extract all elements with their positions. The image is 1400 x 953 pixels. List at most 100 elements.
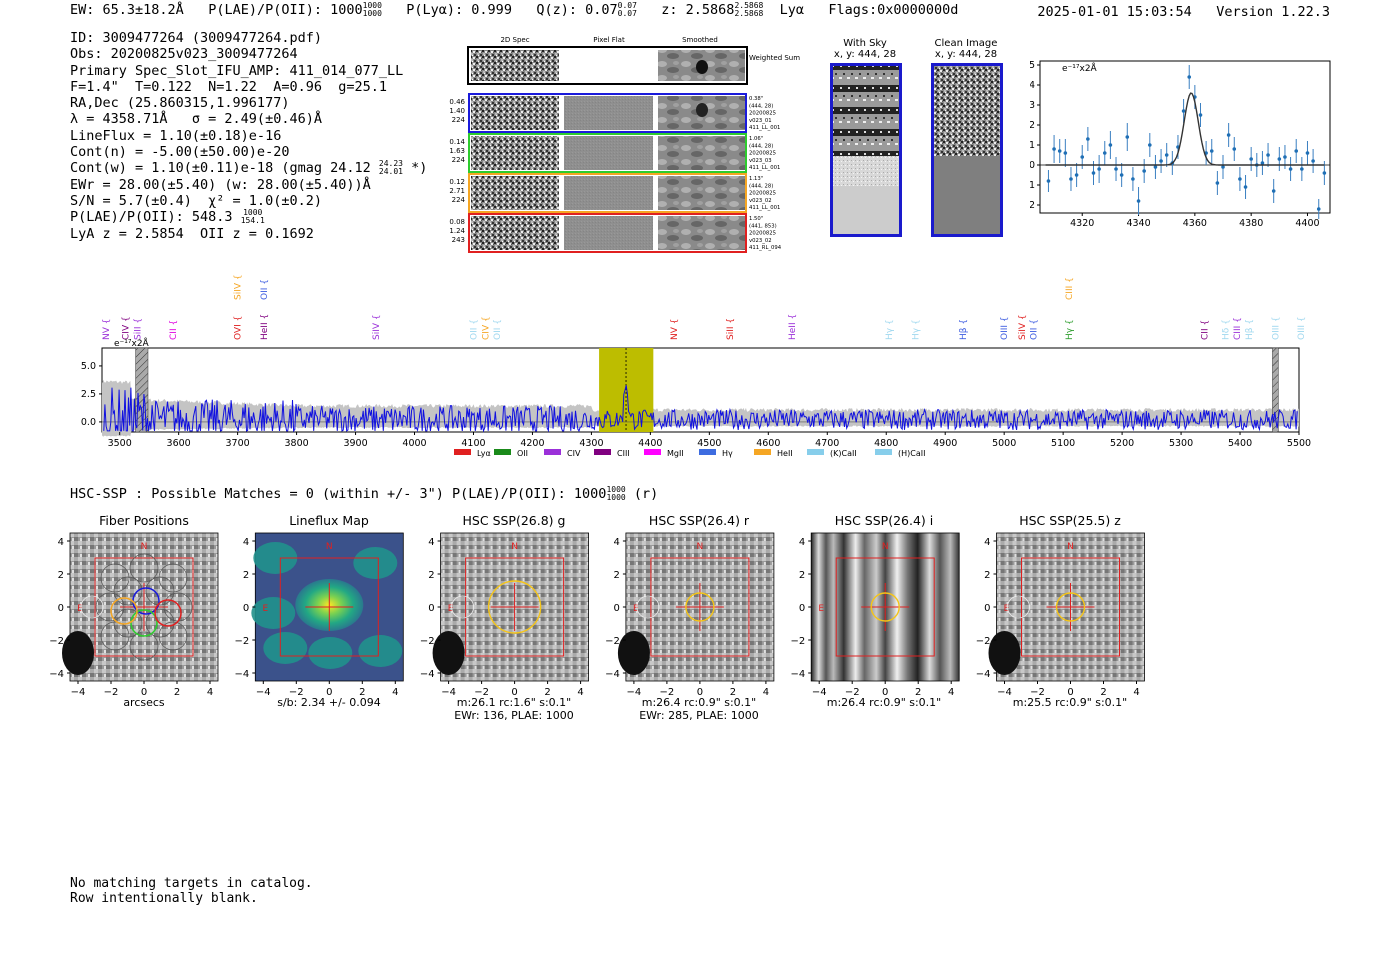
- aperture-box: [279, 557, 379, 657]
- emission-line-label: CII {: [169, 320, 179, 340]
- plae-value: P(LAE)/P(OII): 1000: [208, 2, 363, 18]
- hsc-xtick-label: −4: [627, 687, 642, 698]
- cutout-emission-spot: [696, 103, 708, 117]
- fiber-tertiary: [110, 597, 138, 625]
- emission-line-label: Hβ {: [959, 319, 969, 340]
- panel-title-z: HSC SSP(25.5) z: [1019, 513, 1121, 528]
- timestamp: 2025-01-01 15:03:54: [1037, 4, 1192, 20]
- footer-line-1: No matching targets in catalog.: [70, 876, 313, 891]
- z-value: z: 2.5868: [661, 2, 735, 18]
- spectral-cutouts: 2D Spec Pixel Flat Smoothed Weighted Sum…: [449, 36, 800, 253]
- hsc-xtick-label: 2: [1100, 687, 1106, 698]
- cutout-right-label: 1.06": [749, 136, 763, 142]
- spectrum-xtick-label: 4000: [402, 438, 426, 449]
- spectrum-xtick-label: 4700: [815, 438, 839, 449]
- hsc-ytick-label: 4: [799, 537, 805, 548]
- zoom-data-point: [1069, 177, 1073, 181]
- cutout-right-label: 1.13": [749, 176, 763, 182]
- zoom-data-point: [1215, 181, 1220, 185]
- zoom-data-point: [1153, 165, 1158, 169]
- zoom-data-point: [1119, 173, 1124, 177]
- cutout-smoothed: [658, 136, 745, 170]
- hsc-ytick-label: 4: [984, 537, 990, 548]
- spectrum-unit-label: e⁻¹⁷x2Å: [114, 337, 150, 349]
- emission-line-label: OIII {: [1000, 316, 1010, 340]
- cutout-2d-spec: [471, 216, 559, 250]
- cutout-2d-spec: [471, 136, 559, 170]
- info-line: LineFlux = 1.10(±0.18)e-16: [70, 127, 282, 144]
- cutout-right-label: 411_LL_001: [749, 165, 780, 171]
- z-range: 2.5868 2.5868: [734, 1, 764, 18]
- east-label: E: [633, 604, 639, 614]
- emission-line-label: OII {: [260, 279, 270, 300]
- hsc-ytick-label: 0: [428, 603, 434, 614]
- caption-g-1: m:26.1 rc:1.6" s:0.1": [456, 696, 572, 709]
- hsc-xtick-label: 2: [174, 687, 180, 698]
- hsc-ytick-label: −2: [605, 636, 620, 647]
- spectrum-xtick-label: 3900: [343, 438, 367, 449]
- qz-range: 0.07 0.07: [617, 1, 637, 18]
- cutout-right-label: v023_01: [749, 118, 772, 124]
- legend-swatch: [544, 449, 561, 455]
- zoom-data-point: [1311, 159, 1315, 163]
- zoom-data-point: [1114, 167, 1118, 171]
- zoom-ytick-label: 0: [1030, 160, 1035, 171]
- zoom-unit-label: e⁻¹⁷x2Å: [1062, 62, 1098, 74]
- hsc-ytick-label: 4: [243, 537, 249, 548]
- with-sky-title: With Sky x, y: 444, 28: [833, 38, 897, 60]
- bright-neighbor: [988, 631, 1021, 675]
- spectrum-xtick-label: 4800: [874, 438, 898, 449]
- info-line: EWr = 28.00(±5.40) (w: 28.00(±5.40))Å: [70, 176, 371, 193]
- spectrum-xtick-label: 5200: [1110, 438, 1134, 449]
- line-fit-chart: e⁻¹⁷x2Å 4320 4340 4360 4380 4400 −2 −1 0 1 2 3 4 5: [1030, 60, 1331, 229]
- zoom-data-point: [1243, 185, 1248, 189]
- hsc-panel: N E −4 −4 −2 −2 0 0 2 2 4 4: [790, 532, 960, 698]
- zoom-data-point: [1198, 113, 1203, 117]
- gaussian-fit-line: [1045, 92, 1325, 166]
- hsc-ytick-label: −2: [235, 636, 250, 647]
- zoom-data-point: [1097, 167, 1101, 171]
- hsc-ytick-label: −4: [976, 669, 991, 680]
- north-label: N: [697, 542, 704, 552]
- hsc-xtick-label: 4: [1133, 687, 1139, 698]
- caption-r-1: m:26.4 rc:0.9" s:0.1": [641, 696, 757, 709]
- zoom-data-point: [1288, 167, 1293, 171]
- emission-line-label: NV {: [670, 319, 680, 340]
- hsc-xtick-label: 0: [141, 687, 147, 698]
- zoom-data-point: [1091, 171, 1096, 175]
- clean-image-title: Clean Image x, y: 444, 28: [934, 38, 998, 60]
- zoom-data-point: [1266, 153, 1270, 157]
- cutout-right-label: 20200825: [749, 111, 776, 117]
- hsc-ytick-label: −4: [49, 669, 64, 680]
- hsc-xtick-label: 4: [577, 687, 583, 698]
- hsc-ytick-label: −4: [235, 669, 250, 680]
- zoom-data-point: [1322, 171, 1327, 175]
- emission-line-label: CIV {: [481, 316, 491, 340]
- neighbor-circle: [80, 595, 104, 619]
- legend-label: Hγ: [722, 449, 733, 458]
- spectrum-ytick-label: 0.0: [81, 417, 96, 428]
- emission-line-label: Hγ {: [912, 319, 922, 340]
- cutout-right-label: (444, 28): [749, 183, 773, 189]
- aperture-box: [94, 557, 194, 657]
- emission-line-label: Hγ {: [885, 319, 895, 340]
- fiber-quaternary: [154, 599, 182, 627]
- lineflux-blob: [263, 632, 308, 664]
- spectrum-xtick-label: 5300: [1169, 438, 1193, 449]
- cutout-right-label: 411_RL_094: [749, 245, 782, 251]
- hsc-panel: N E −4 −4 −2 −2 0 0 2 2 4 4: [976, 532, 1145, 698]
- north-label: N: [141, 542, 148, 552]
- hsc-panel: N E −4 −4 −2 −2 0 0 2 2 4 4: [605, 532, 775, 698]
- east-label: E: [818, 604, 824, 614]
- zoom-data-point: [1063, 151, 1068, 155]
- legend-swatch: [699, 449, 716, 455]
- zoom-data-point: [1294, 149, 1299, 153]
- zoom-ytick-label: 3: [1030, 100, 1035, 111]
- hsc-ytick-label: −2: [49, 636, 64, 647]
- hsc-xtick-label: 0: [511, 687, 517, 698]
- legend-swatch: [454, 449, 471, 455]
- zoom-data-point: [1221, 165, 1225, 169]
- cutout-right-label: v023_03: [749, 158, 772, 164]
- info-line-cont-w: Cont(w) = 1.10(±0.11)e-18 (gmag 24.12 24…: [70, 159, 428, 177]
- caption-r-2: EWr: 285, PLAE: 1000: [639, 709, 759, 722]
